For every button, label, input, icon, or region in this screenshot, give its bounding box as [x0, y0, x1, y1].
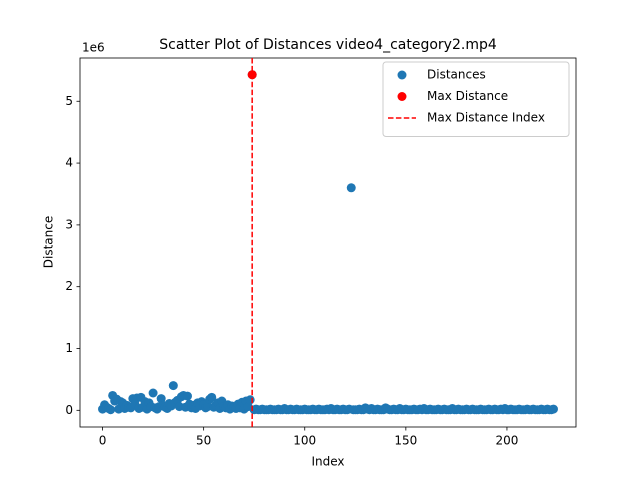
chart-title: Scatter Plot of Distances video4_categor… — [159, 37, 497, 53]
plot-frame — [79, 57, 577, 428]
y-tick-label: 5 — [65, 94, 73, 108]
y-tick-label: 1 — [65, 341, 73, 355]
legend-label: Max Distance — [427, 89, 508, 103]
legend-marker — [397, 92, 407, 101]
point — [106, 405, 116, 415]
legend-label: Distances — [427, 68, 486, 82]
x-tick-label: 150 — [394, 434, 417, 448]
point — [168, 381, 178, 391]
legend-marker — [397, 70, 407, 80]
y-tick-label: 0 — [65, 403, 73, 417]
point — [548, 404, 558, 414]
x-tick-label: 0 — [99, 434, 107, 448]
legend-box — [382, 61, 570, 137]
y-tick-label: 4 — [65, 156, 73, 170]
legend-label: Max Distance Index — [427, 111, 545, 125]
x-axis-label: Index — [311, 455, 344, 469]
point — [346, 183, 356, 193]
point — [148, 388, 158, 398]
y-offset-label: 1e6 — [82, 41, 105, 55]
x-tick-label: 50 — [196, 434, 211, 448]
point — [182, 391, 192, 401]
y-tick-label: 2 — [65, 279, 73, 293]
y-tick-label: 3 — [65, 217, 73, 231]
x-tick-label: 100 — [293, 434, 316, 448]
point — [156, 394, 166, 404]
y-axis-label: Distance — [42, 216, 56, 268]
x-tick-label: 200 — [495, 434, 518, 448]
point — [207, 392, 217, 402]
point — [245, 395, 255, 405]
